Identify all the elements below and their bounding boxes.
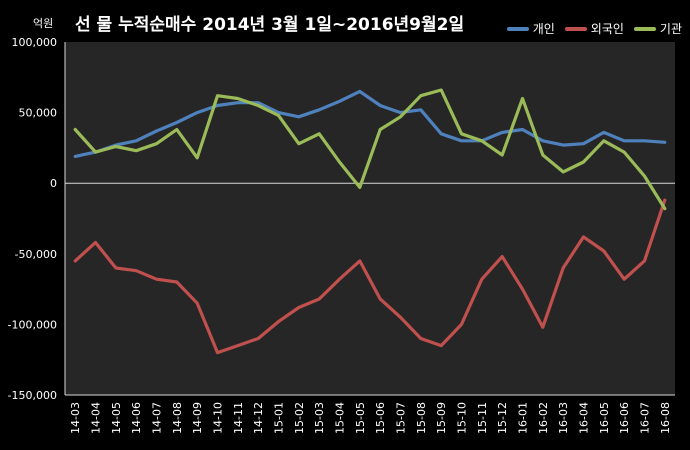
series-line-individual <box>73 89 667 158</box>
x-tick-label: 14-08 <box>171 402 184 434</box>
x-tick-label: 16-03 <box>557 402 570 434</box>
x-tick-label: 16-07 <box>639 402 652 434</box>
x-tick-label: 15-11 <box>476 402 489 434</box>
x-tick-label: 14-07 <box>151 402 164 434</box>
x-tick-label: 14-04 <box>90 402 103 434</box>
legend-swatch-individual <box>506 26 529 31</box>
y-tick-label: 50,000 <box>19 107 58 120</box>
x-tick-label: 14-06 <box>130 402 143 434</box>
legend-item-individual: 개인 <box>506 20 555 37</box>
x-tick-label: 14-05 <box>110 402 123 434</box>
y-tick-label: 0 <box>50 177 57 190</box>
x-tick-label: 14-09 <box>191 402 204 434</box>
legend-label-individual: 개인 <box>532 22 555 36</box>
legend-swatch-foreign <box>564 26 587 31</box>
plot-area <box>65 42 675 395</box>
legend: 개인 외국인 기관 <box>506 20 682 37</box>
x-tick-label: 14-10 <box>212 402 225 434</box>
x-tick-label: 15-07 <box>395 402 408 434</box>
legend-item-foreign: 외국인 <box>564 20 624 37</box>
x-tick-label: 15-12 <box>496 402 509 434</box>
chart-title: 선 물 누적순매수 2014년 3월 1일~2016년9월2일 <box>75 15 465 35</box>
x-tick-label: 15-01 <box>273 402 286 434</box>
x-tick-label: 15-02 <box>293 402 306 434</box>
x-tick-label: 15-04 <box>334 402 347 434</box>
series-line-foreign <box>73 198 667 355</box>
x-tick-label: 16-02 <box>537 402 550 434</box>
legend-label-institution: 기관 <box>659 22 682 36</box>
x-tick-label: 16-04 <box>578 402 591 434</box>
x-tick-label: 16-08 <box>659 402 672 434</box>
legend-label-foreign: 외국인 <box>590 22 624 36</box>
x-tick-label: 14-11 <box>232 402 245 434</box>
x-tick-label: 16-01 <box>517 402 530 434</box>
x-tick-label: 15-03 <box>313 402 326 434</box>
y-tick-label: -50,000 <box>15 248 57 261</box>
x-tick-label: 16-06 <box>618 402 631 434</box>
x-tick-label: 15-05 <box>354 402 367 434</box>
x-tick-label: 15-10 <box>456 402 469 434</box>
y-tick-label: 100,000 <box>12 36 58 49</box>
x-tick-label: 15-09 <box>435 402 448 434</box>
legend-swatch-institution <box>633 26 656 31</box>
x-tick-label: 15-06 <box>374 402 387 434</box>
series-line-institution <box>73 88 667 211</box>
y-tick-label: -150,000 <box>8 389 57 402</box>
x-tick-label: 14-12 <box>252 402 265 434</box>
x-tick-label: 16-05 <box>598 402 611 434</box>
y-axis-unit: 억원 <box>33 17 54 30</box>
x-tick-label: 14-03 <box>69 402 82 434</box>
legend-item-institution: 기관 <box>633 20 682 37</box>
y-tick-label: -100,000 <box>8 318 57 331</box>
x-tick-label: 15-08 <box>415 402 428 434</box>
